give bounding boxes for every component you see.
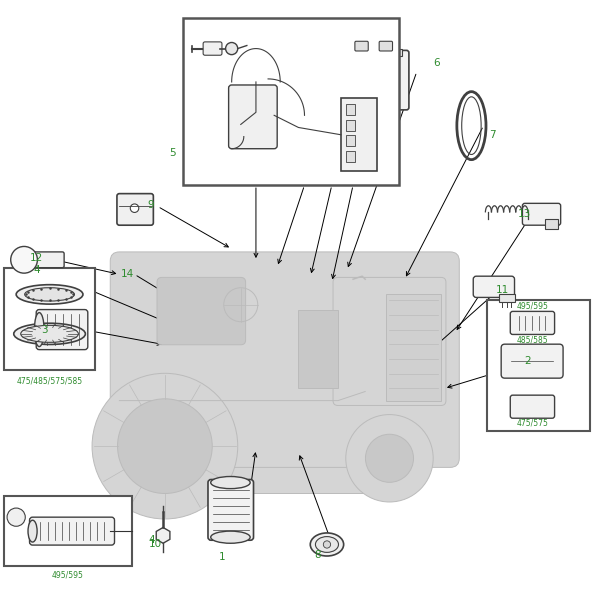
- Ellipse shape: [315, 537, 339, 552]
- FancyBboxPatch shape: [355, 41, 368, 51]
- Ellipse shape: [16, 285, 83, 304]
- Polygon shape: [157, 527, 170, 543]
- Ellipse shape: [34, 313, 44, 347]
- Bar: [4, 496, 132, 566]
- Text: 6: 6: [434, 58, 440, 67]
- FancyBboxPatch shape: [333, 277, 446, 405]
- Circle shape: [92, 373, 238, 519]
- Bar: [4, 268, 95, 370]
- Circle shape: [11, 246, 37, 273]
- Bar: [346, 104, 355, 115]
- Bar: [183, 18, 398, 185]
- Circle shape: [130, 204, 139, 212]
- Ellipse shape: [211, 476, 250, 489]
- Ellipse shape: [14, 323, 85, 344]
- FancyBboxPatch shape: [510, 311, 555, 334]
- Bar: [298, 310, 338, 388]
- FancyBboxPatch shape: [379, 41, 393, 51]
- Text: 3: 3: [41, 325, 48, 334]
- FancyBboxPatch shape: [36, 310, 88, 350]
- Circle shape: [225, 42, 238, 55]
- Ellipse shape: [21, 325, 79, 342]
- FancyBboxPatch shape: [203, 42, 222, 55]
- Text: 475/575: 475/575: [516, 419, 548, 428]
- FancyBboxPatch shape: [157, 277, 245, 345]
- FancyBboxPatch shape: [110, 252, 459, 467]
- Ellipse shape: [211, 531, 250, 543]
- Text: 4: 4: [33, 265, 40, 275]
- Text: 10: 10: [149, 540, 163, 549]
- FancyBboxPatch shape: [31, 252, 64, 268]
- Text: 4: 4: [148, 535, 155, 545]
- FancyBboxPatch shape: [114, 438, 400, 493]
- Text: 11: 11: [496, 285, 509, 294]
- Text: 485/585: 485/585: [516, 335, 548, 344]
- Text: 13: 13: [518, 209, 531, 219]
- FancyBboxPatch shape: [208, 480, 253, 540]
- FancyBboxPatch shape: [29, 517, 114, 545]
- Text: 14: 14: [121, 270, 134, 279]
- Ellipse shape: [25, 288, 74, 301]
- Ellipse shape: [28, 520, 37, 542]
- Text: 495/595: 495/595: [52, 571, 83, 580]
- Text: 5: 5: [169, 148, 175, 158]
- Circle shape: [7, 508, 26, 526]
- FancyBboxPatch shape: [228, 85, 277, 149]
- Circle shape: [323, 541, 331, 548]
- Ellipse shape: [310, 533, 343, 556]
- Circle shape: [346, 415, 433, 502]
- Bar: [346, 151, 355, 162]
- Bar: [347, 49, 401, 56]
- Text: 7: 7: [490, 130, 496, 140]
- FancyBboxPatch shape: [339, 50, 409, 110]
- Text: 12: 12: [30, 253, 43, 263]
- FancyBboxPatch shape: [501, 344, 563, 378]
- Text: 8: 8: [314, 550, 321, 560]
- Text: 475/485/575/585: 475/485/575/585: [16, 376, 83, 385]
- Circle shape: [118, 399, 212, 493]
- Bar: [487, 300, 590, 431]
- Bar: [387, 294, 441, 401]
- FancyBboxPatch shape: [117, 194, 153, 225]
- Bar: [545, 219, 558, 229]
- Bar: [346, 135, 355, 146]
- Circle shape: [365, 434, 414, 483]
- Text: 2: 2: [524, 356, 531, 366]
- Bar: [499, 294, 515, 302]
- FancyBboxPatch shape: [510, 395, 555, 418]
- Bar: [341, 98, 378, 171]
- Text: 9: 9: [147, 200, 154, 209]
- FancyBboxPatch shape: [523, 203, 561, 225]
- Bar: [346, 120, 355, 131]
- FancyBboxPatch shape: [473, 276, 515, 297]
- Text: 495/595: 495/595: [516, 302, 548, 311]
- Text: 1: 1: [219, 552, 226, 561]
